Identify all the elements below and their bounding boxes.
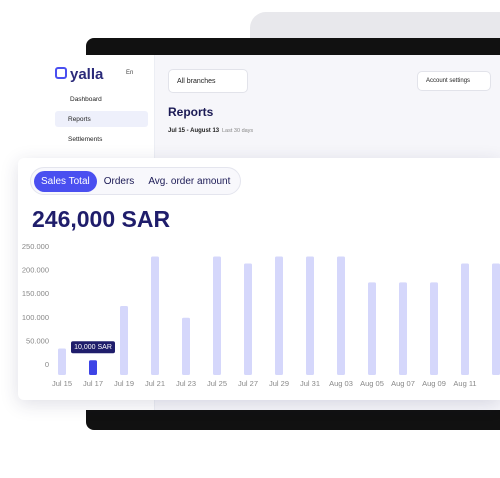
bar <box>306 256 314 375</box>
x-tick-label: Jul 15 <box>52 379 72 388</box>
branch-selector[interactable]: All branches <box>168 69 248 93</box>
x-tick-label: Jul 17 <box>83 379 103 388</box>
bar <box>89 360 97 375</box>
x-tick-label: Jul 31 <box>300 379 320 388</box>
tab[interactable]: Avg. order amount <box>148 175 231 187</box>
x-tick-label: Jul 23 <box>176 379 196 388</box>
bar <box>151 256 159 375</box>
bar <box>182 317 190 375</box>
bar <box>337 256 345 375</box>
bar <box>399 282 407 375</box>
bar <box>120 306 128 375</box>
total: 246,000 SAR <box>32 206 171 232</box>
x-tick-label: Aug 07 <box>391 379 415 388</box>
period[interactable]: Last 30 days <box>222 128 254 134</box>
x-tick-label: Jul 29 <box>269 379 289 388</box>
date-range[interactable]: Jul 15 - August 13 <box>168 128 220 134</box>
tab[interactable]: Sales Total <box>34 170 97 192</box>
chart-card: Sales Total Orders Avg. order amount 246… <box>18 158 500 400</box>
x-tick-label: Jul 25 <box>207 379 227 388</box>
account-button[interactable]: Account settings <box>417 71 491 91</box>
bar <box>368 282 376 375</box>
bar <box>461 263 469 375</box>
nav-item[interactable]: Settlements <box>68 136 103 143</box>
y-tick-label: 0 <box>45 360 49 369</box>
bar <box>430 282 438 375</box>
nav-active <box>55 111 148 127</box>
brand: yalla <box>70 66 104 83</box>
nav-item[interactable]: Dashboard <box>70 96 102 103</box>
bar <box>58 348 66 375</box>
language[interactable]: En <box>126 70 134 76</box>
bar <box>275 256 283 375</box>
branch-label: All branches <box>177 77 216 85</box>
tabs: Sales Total Orders Avg. order amount <box>30 167 242 195</box>
nav-item[interactable]: Reports <box>68 116 91 123</box>
reports-title: Reports <box>168 105 214 119</box>
y-tick-label: 50.000 <box>26 336 49 345</box>
y-tick-label: 150.000 <box>22 289 49 298</box>
bar <box>492 263 500 375</box>
x-tick-label: Aug 11 <box>453 379 476 388</box>
y-tick-label: 250.000 <box>22 242 49 251</box>
y-tick-label: 100.000 <box>22 313 49 322</box>
x-tick-label: Aug 05 <box>360 379 384 388</box>
tab[interactable]: Orders <box>103 175 135 187</box>
x-tick-label: Jul 21 <box>145 379 165 388</box>
tooltip <box>71 341 115 354</box>
y-tick-label: 200.000 <box>22 266 49 275</box>
bar <box>213 256 221 375</box>
logo <box>55 67 67 79</box>
x-tick-label: Jul 27 <box>238 379 258 388</box>
chart: 0 50.000 100.000 150.000 200.000 250.000 Jul 1… <box>22 242 500 388</box>
bar <box>244 263 252 375</box>
tooltip-label: 10,000 SAR <box>74 344 112 351</box>
x-tick-label: Aug 03 <box>329 379 353 388</box>
x-tick-label: Jul 19 <box>114 379 134 388</box>
account-label: Account settings <box>426 78 471 84</box>
x-tick-label: Aug 09 <box>422 379 446 388</box>
